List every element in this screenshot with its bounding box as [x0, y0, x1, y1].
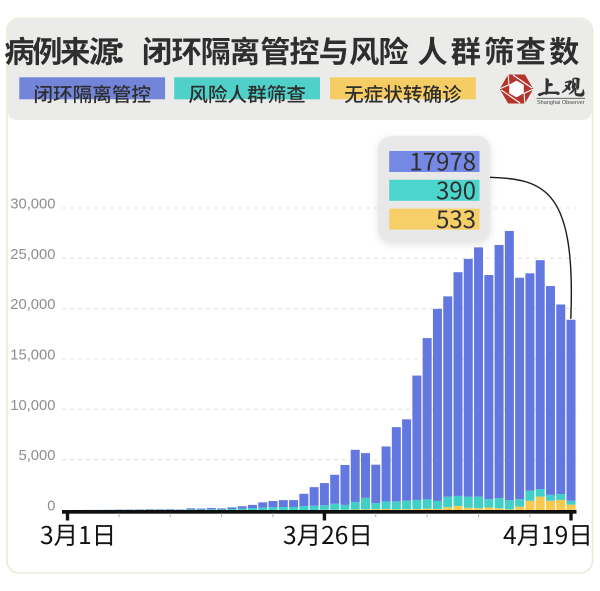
- svg-text:10,000: 10,000: [10, 398, 55, 414]
- svg-text:20,000: 20,000: [10, 297, 55, 313]
- svg-text:15,000: 15,000: [10, 348, 55, 364]
- svg-text:30,000: 30,000: [10, 197, 55, 213]
- svg-text:5,000: 5,000: [18, 448, 55, 464]
- svg-text:Shanghai Observer: Shanghai Observer: [537, 100, 585, 106]
- svg-text:25,000: 25,000: [10, 247, 55, 263]
- svg-text:0: 0: [47, 499, 55, 515]
